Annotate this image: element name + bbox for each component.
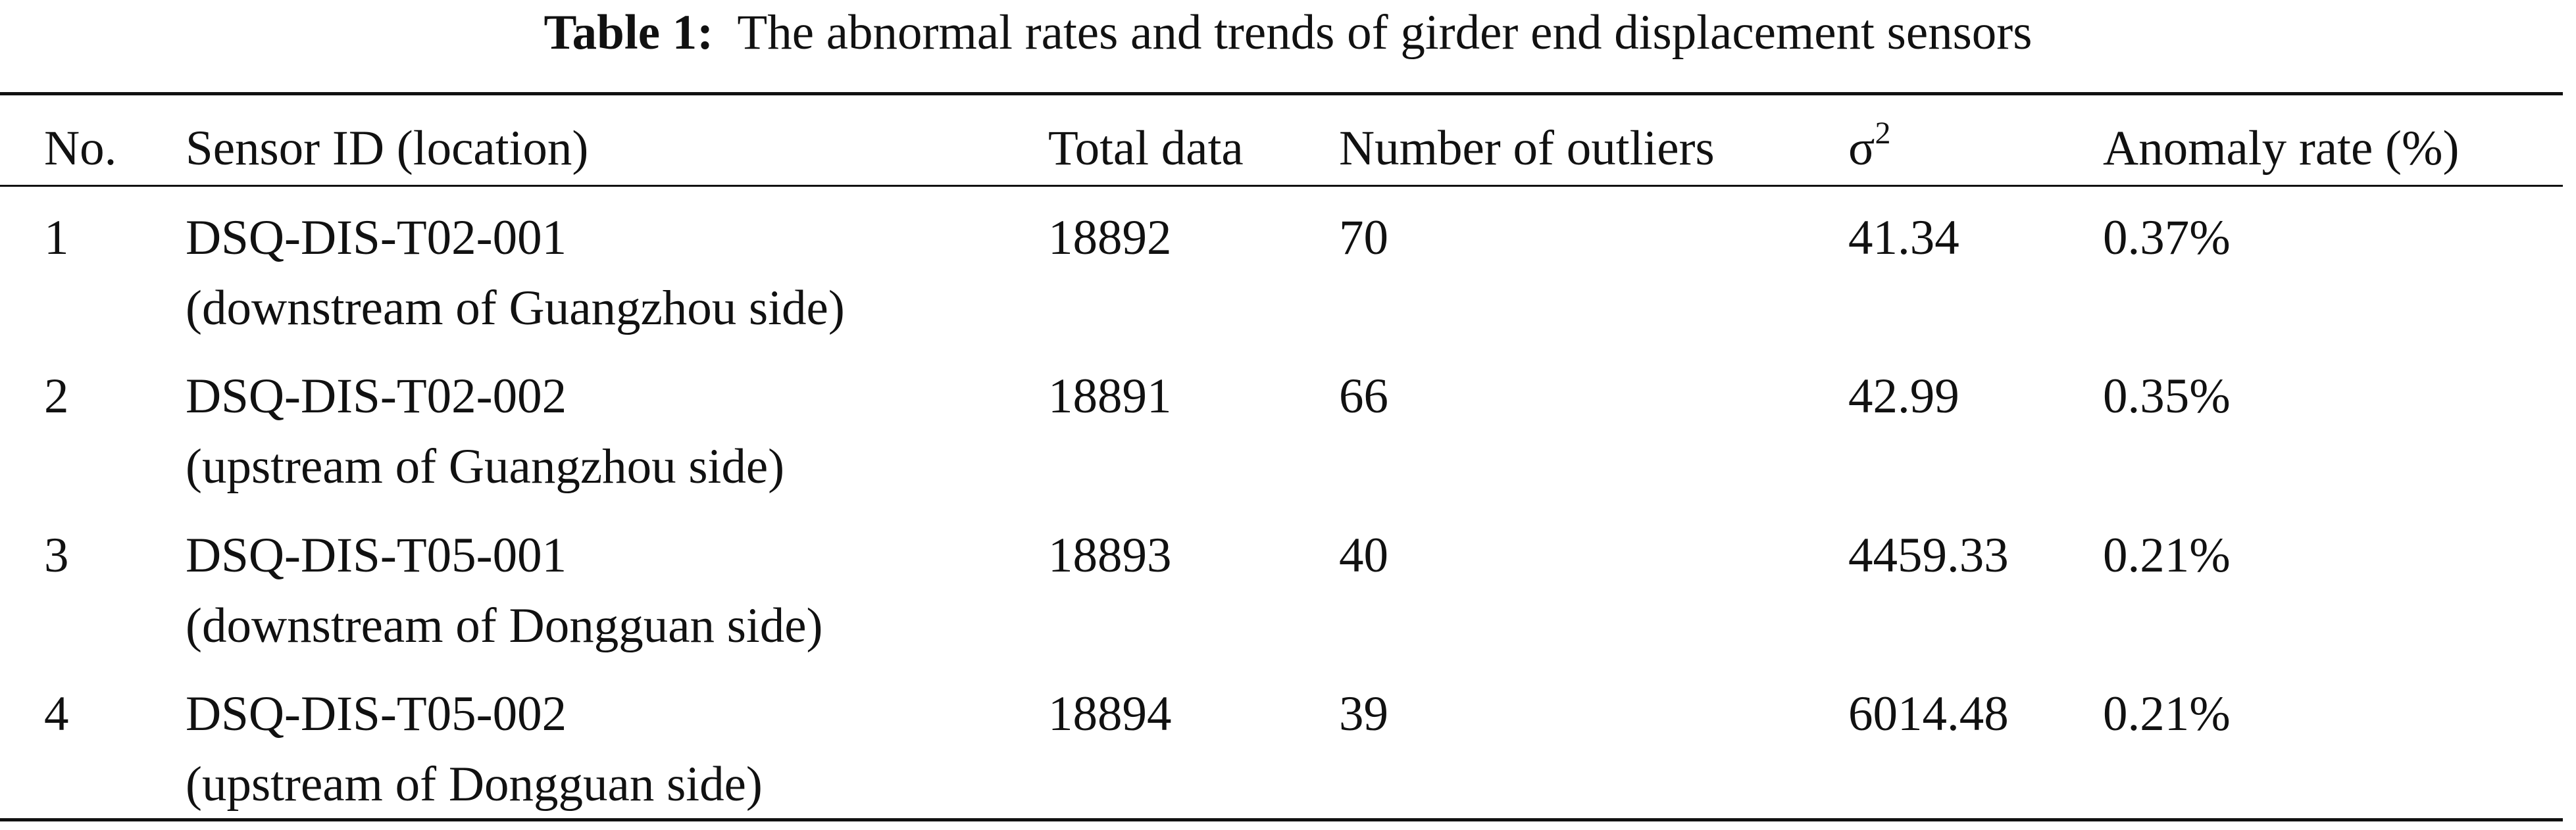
outliers: 39 [1339,687,1388,741]
total-data: 18893 [1048,528,1172,583]
header-cell: σ2 [1848,113,1890,183]
bottom-rule [0,818,2563,821]
total-data: 18891 [1048,369,1172,424]
anomaly-rate: 0.35% [2103,369,2231,424]
variance: 41.34 [1848,210,1959,265]
caption-label: Table 1: [543,5,714,60]
superscript: 2 [1875,116,1891,151]
row-number: 1 [44,210,69,265]
total-data: 18892 [1048,210,1172,265]
row-number: 3 [44,528,69,583]
sensor-id: DSQ-DIS-T05-002 [186,687,567,741]
variance: 4459.33 [1848,528,2009,583]
anomaly-rate: 0.21% [2103,687,2231,741]
top-rule [0,92,2563,95]
sigma: σ [1848,121,1875,176]
header-cell: No. [44,121,117,176]
header-cell: Anomaly rate (%) [2103,121,2460,176]
row-number: 2 [44,369,69,424]
anomaly-rate: 0.37% [2103,210,2231,265]
header-rule [0,185,2563,187]
variance: 6014.48 [1848,687,2009,741]
sensor-location: (upstream of Dongguan side) [186,757,763,812]
sensor-id: DSQ-DIS-T02-002 [186,369,567,424]
row-number: 4 [44,687,69,741]
variance: 42.99 [1848,369,1959,424]
outliers: 40 [1339,528,1388,583]
total-data: 18894 [1048,687,1172,741]
caption: Table 1: The abnormal rates and trends o… [0,0,2576,66]
sensor-location: (upstream of Guangzhou side) [186,439,785,494]
header-cell: Total data [1048,121,1244,176]
anomaly-rate: 0.21% [2103,528,2231,583]
caption-title: The abnormal rates and trends of girder … [737,5,2033,60]
sensor-id: DSQ-DIS-T02-001 [186,210,567,265]
header-cell: Number of outliers [1339,121,1715,176]
header-cell: Sensor ID (location) [186,121,589,176]
sensor-location: (downstream of Guangzhou side) [186,281,845,335]
sensor-id: DSQ-DIS-T05-001 [186,528,567,583]
outliers: 70 [1339,210,1388,265]
sensor-location: (downstream of Dongguan side) [186,598,823,653]
outliers: 66 [1339,369,1388,424]
